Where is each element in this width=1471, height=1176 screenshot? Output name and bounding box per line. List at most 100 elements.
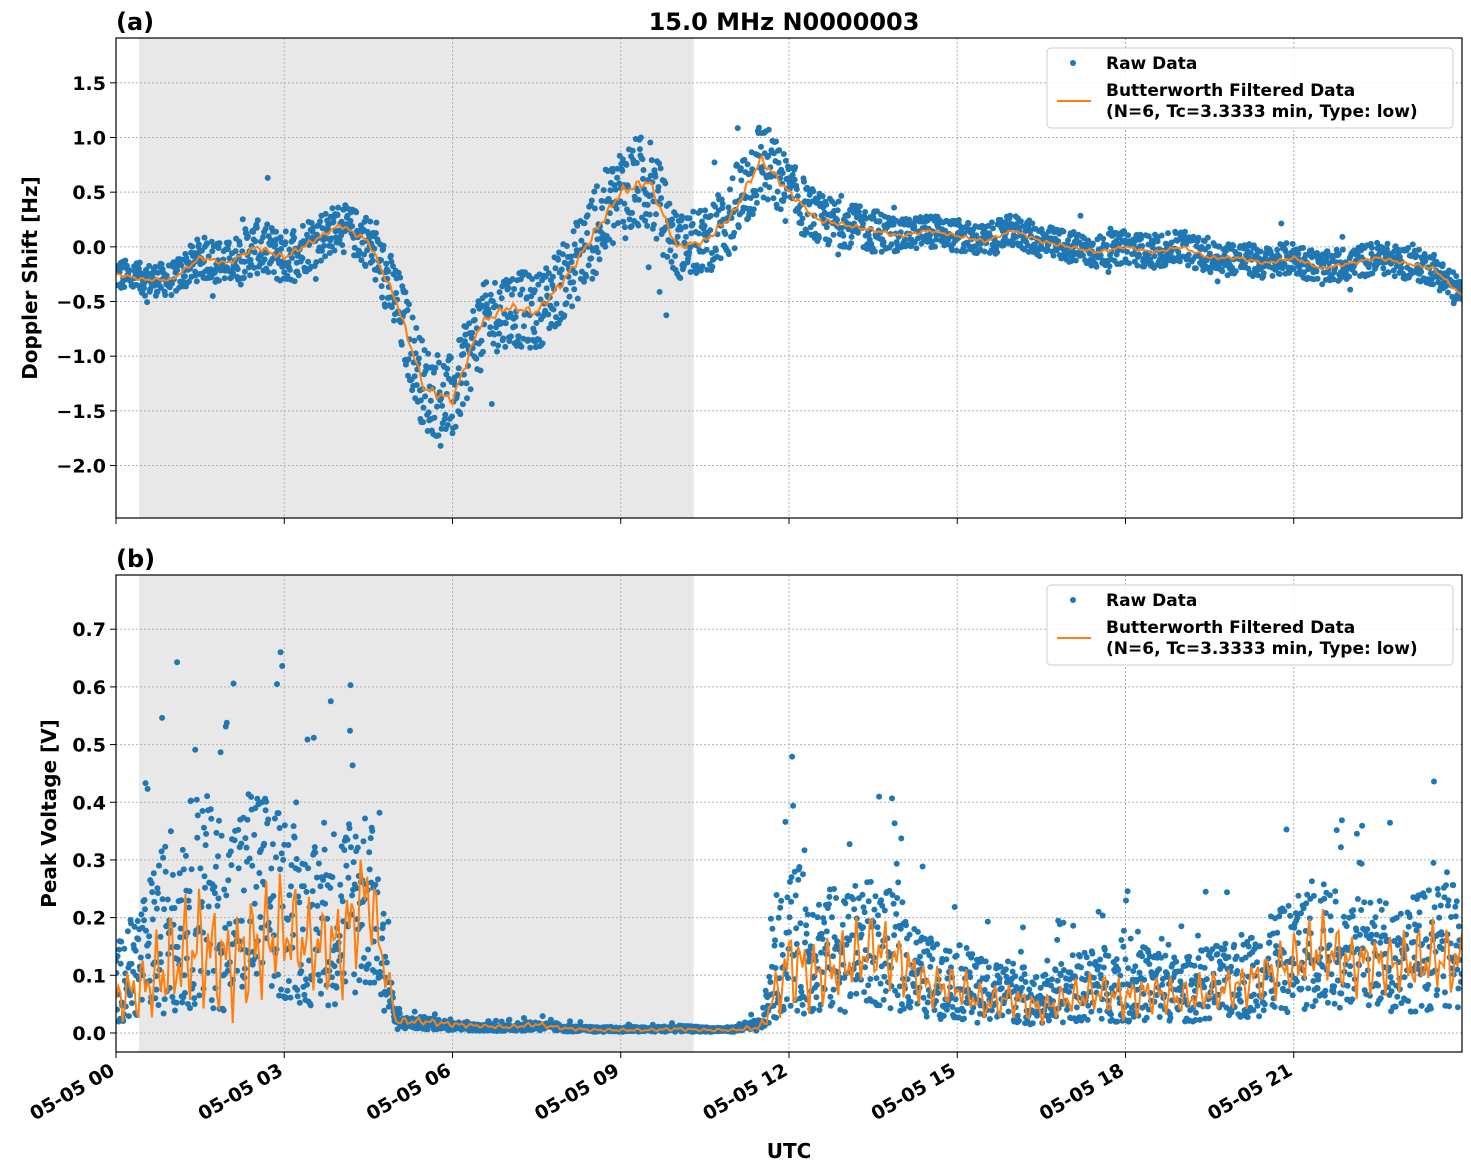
raw-point [189, 244, 195, 250]
raw-point [178, 897, 184, 903]
raw-point [223, 892, 229, 898]
raw-point [352, 990, 358, 996]
raw-point [160, 896, 166, 902]
raw-point [369, 828, 375, 834]
raw-point [295, 993, 301, 999]
raw-point [834, 217, 840, 223]
raw-point [766, 974, 772, 980]
raw-point [664, 254, 670, 260]
raw-point [334, 985, 340, 991]
raw-point [210, 1005, 216, 1011]
raw-point [774, 892, 780, 898]
raw-point [1286, 903, 1292, 909]
raw-point [1304, 1002, 1310, 1008]
raw-point [957, 942, 963, 948]
raw-point [1037, 253, 1043, 259]
raw-point [702, 223, 708, 229]
raw-point [871, 907, 877, 913]
raw-point [1221, 946, 1227, 952]
raw-point [1282, 980, 1288, 986]
raw-point [1040, 995, 1046, 1001]
raw-point [1258, 249, 1264, 255]
raw-point [168, 292, 174, 298]
raw-point [999, 985, 1005, 991]
raw-point [641, 167, 647, 173]
raw-point [690, 209, 696, 215]
raw-point [412, 1009, 418, 1015]
raw-point [254, 796, 260, 802]
raw-point [827, 994, 833, 1000]
raw-point [221, 887, 227, 893]
raw-point [192, 1001, 198, 1007]
raw-point [487, 324, 493, 330]
raw-point [305, 737, 311, 743]
y-tick-label: 0.5 [72, 182, 106, 204]
raw-point [1126, 1018, 1132, 1024]
raw-point [823, 202, 829, 208]
raw-point [179, 999, 185, 1005]
raw-point [154, 906, 160, 912]
raw-point [986, 964, 992, 970]
raw-point [646, 264, 652, 270]
raw-point [1165, 230, 1171, 236]
raw-point [540, 340, 546, 346]
raw-point [397, 275, 403, 281]
raw-point [283, 228, 289, 234]
raw-point [1005, 958, 1011, 964]
y-tick-label: −1.0 [56, 346, 106, 368]
raw-point [1026, 986, 1032, 992]
raw-point [305, 865, 311, 871]
raw-point [298, 968, 304, 974]
raw-point [511, 286, 517, 292]
raw-point [831, 886, 837, 892]
raw-point [778, 898, 784, 904]
raw-point [159, 848, 165, 854]
raw-point [339, 242, 345, 248]
raw-point [862, 909, 868, 915]
raw-point [202, 235, 208, 241]
raw-point [146, 933, 152, 939]
raw-point [203, 831, 209, 837]
raw-point [954, 953, 960, 959]
raw-point [1084, 954, 1090, 960]
raw-point [1410, 241, 1416, 247]
raw-point [765, 197, 771, 203]
raw-point [1018, 949, 1024, 955]
raw-point [497, 289, 503, 295]
raw-point [1261, 1007, 1267, 1013]
raw-point [554, 301, 560, 307]
raw-point [282, 822, 288, 828]
raw-point [163, 869, 169, 875]
raw-point [1139, 953, 1145, 959]
raw-point [231, 681, 237, 687]
raw-point [249, 863, 255, 869]
raw-point [829, 914, 835, 920]
raw-point [1078, 964, 1084, 970]
raw-point [1058, 961, 1064, 967]
raw-point [300, 223, 306, 229]
raw-point [151, 870, 157, 876]
raw-point [657, 289, 663, 295]
raw-point [1274, 247, 1280, 253]
raw-point [291, 235, 297, 241]
raw-point [745, 161, 751, 167]
raw-point [261, 841, 267, 847]
raw-point [478, 368, 484, 374]
raw-point [925, 1000, 931, 1006]
raw-point [1339, 234, 1345, 240]
raw-point [493, 1018, 499, 1024]
raw-point [314, 903, 320, 909]
raw-point [601, 187, 607, 193]
raw-point [876, 794, 882, 800]
raw-point [347, 825, 353, 831]
raw-point [845, 213, 851, 219]
raw-point [540, 1013, 546, 1019]
raw-point [348, 218, 354, 224]
raw-point [353, 209, 359, 215]
raw-point [351, 859, 357, 865]
y-tick-label: 0.0 [72, 237, 106, 259]
raw-point [1051, 253, 1057, 259]
raw-point [385, 268, 391, 274]
raw-point [1295, 251, 1301, 257]
raw-point [1193, 265, 1199, 271]
